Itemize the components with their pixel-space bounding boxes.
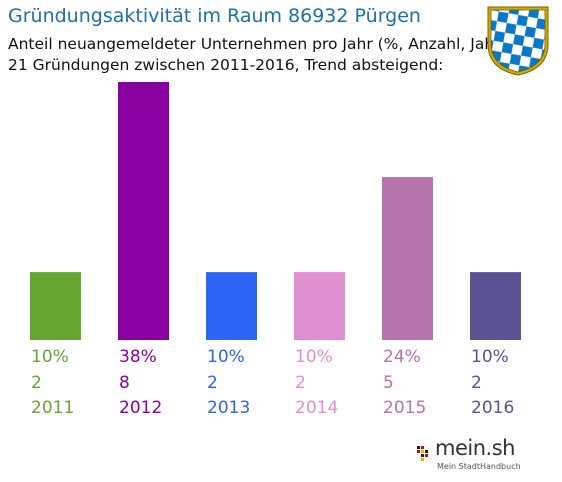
bar-2015: [382, 177, 433, 340]
percent-label-2014: 10%: [295, 347, 333, 367]
count-label-2011: 2: [31, 373, 42, 393]
year-label-2015: 2015: [383, 398, 427, 418]
count-label-2013: 2: [207, 373, 218, 393]
bar-2016: [470, 272, 521, 340]
chart-title: Gründungsaktivität im Raum 86932 Pürgen: [8, 5, 421, 27]
year-label-2013: 2013: [207, 398, 251, 418]
bar-2011: [30, 272, 81, 340]
percent-label-2011: 10%: [31, 347, 69, 367]
bar-2012: [118, 82, 169, 340]
year-label-2016: 2016: [471, 398, 515, 418]
percent-label-2013: 10%: [207, 347, 245, 367]
percent-label-2012: 38%: [119, 347, 157, 367]
percent-label-2016: 10%: [471, 347, 509, 367]
year-label-2011: 2011: [31, 398, 75, 418]
count-label-2015: 5: [383, 373, 394, 393]
percent-label-2015: 24%: [383, 347, 421, 367]
year-label-2014: 2014: [295, 398, 339, 418]
count-label-2016: 2: [471, 373, 482, 393]
logo-mark-icon: [417, 446, 428, 461]
bavaria-coat-of-arms-icon: [487, 6, 549, 76]
logo-tagline: Mein StadtHandbuch: [437, 462, 521, 471]
count-label-2012: 8: [119, 373, 130, 393]
bar-2014: [294, 272, 345, 340]
chart-summary: 21 Gründungen zwischen 2011-2016, Trend …: [8, 56, 444, 74]
chart-subtitle: Anteil neuangemeldeter Unternehmen pro J…: [8, 35, 507, 53]
logo-text: mein.sh: [435, 436, 515, 460]
mein-sh-logo: mein.sh Mein StadtHandbuch: [415, 436, 525, 476]
count-label-2014: 2: [295, 373, 306, 393]
bar-2013: [206, 272, 257, 340]
year-label-2012: 2012: [119, 398, 163, 418]
